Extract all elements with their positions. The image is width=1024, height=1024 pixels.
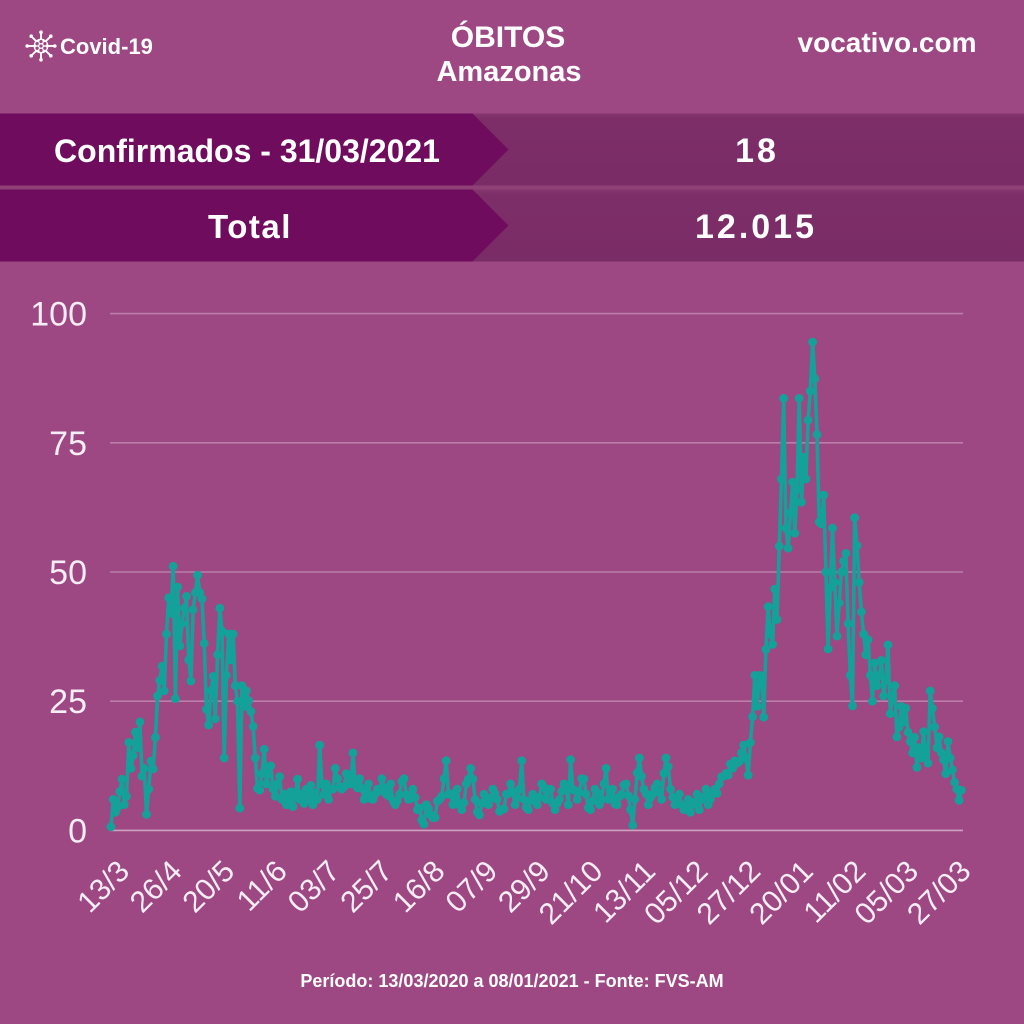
svg-text:50: 50 (49, 554, 87, 592)
svg-text:100: 100 (30, 296, 87, 334)
svg-text:25: 25 (49, 683, 87, 721)
svg-text:ÓBITOS: ÓBITOS (451, 20, 565, 54)
svg-text:75: 75 (49, 425, 87, 463)
svg-text:Total: Total (208, 208, 292, 245)
svg-text:Amazonas: Amazonas (436, 56, 581, 88)
svg-text:18: 18 (735, 132, 779, 170)
svg-text:vocativo.com: vocativo.com (798, 27, 977, 58)
svg-text:Covid-19: Covid-19 (60, 34, 153, 59)
svg-text:12.015: 12.015 (695, 208, 817, 246)
svg-text:Período: 13/03/2020 a 08/01/20: Período: 13/03/2020 a 08/01/2021 - Fonte… (300, 971, 723, 991)
svg-text:0: 0 (68, 812, 87, 850)
svg-text:Confirmados - 31/03/2021: Confirmados - 31/03/2021 (54, 133, 440, 169)
